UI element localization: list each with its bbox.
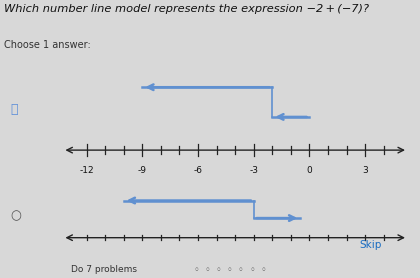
Text: -6: -6 [194,166,202,175]
Text: ◦: ◦ [260,265,266,275]
Text: 3: 3 [362,166,368,175]
Text: ◦: ◦ [238,265,244,275]
Text: ◦: ◦ [205,265,210,275]
Text: ◦: ◦ [249,265,255,275]
Text: Which number line model represents the expression −2 + (−7)?: Which number line model represents the e… [4,4,369,14]
Text: Choose 1 answer:: Choose 1 answer: [4,40,91,50]
Text: ◦: ◦ [215,265,221,275]
Text: ○: ○ [10,209,21,222]
Text: Skip: Skip [360,240,382,250]
Text: -12: -12 [79,166,94,175]
Text: ◦: ◦ [193,265,199,275]
Text: ⓐ: ⓐ [10,103,18,116]
Text: -3: -3 [249,166,258,175]
Text: -9: -9 [138,166,147,175]
Text: ◦: ◦ [227,265,233,275]
Text: Do 7 problems: Do 7 problems [71,265,137,274]
Text: 0: 0 [307,166,312,175]
